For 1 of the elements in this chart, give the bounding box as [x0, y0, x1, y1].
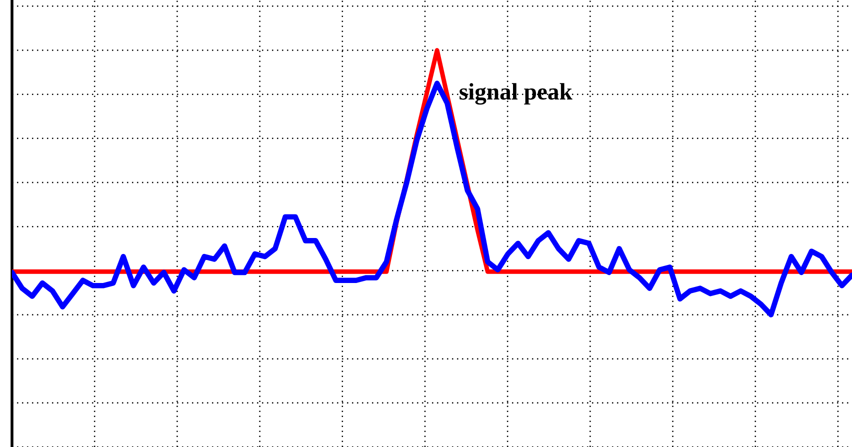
annotation: signal peak: [460, 83, 572, 105]
